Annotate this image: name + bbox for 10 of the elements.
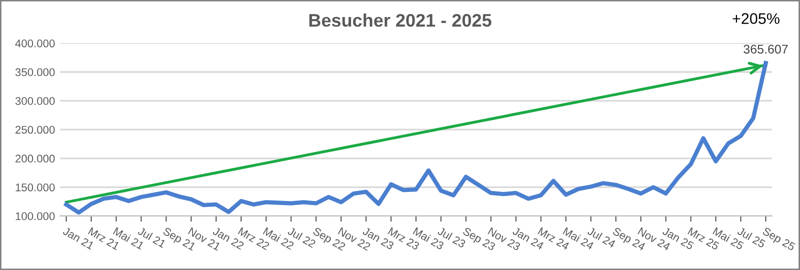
y-tick-label: 400.000 bbox=[15, 39, 55, 48]
y-tick-label: 250.000 bbox=[16, 126, 55, 134]
y-tick-label: 100.000 bbox=[16, 212, 55, 220]
y-tick-label: 300.000 bbox=[15, 97, 55, 105]
y-tick-label: 200.000 bbox=[16, 154, 55, 163]
text: +205% bbox=[732, 13, 780, 24]
chart-title: Besucher 2021 - 2025 bbox=[309, 14, 492, 27]
data-label: 365.607 bbox=[744, 44, 788, 54]
y-tick-label: 350.000 bbox=[15, 68, 55, 76]
y-tick-label: 150.000 bbox=[16, 183, 55, 192]
